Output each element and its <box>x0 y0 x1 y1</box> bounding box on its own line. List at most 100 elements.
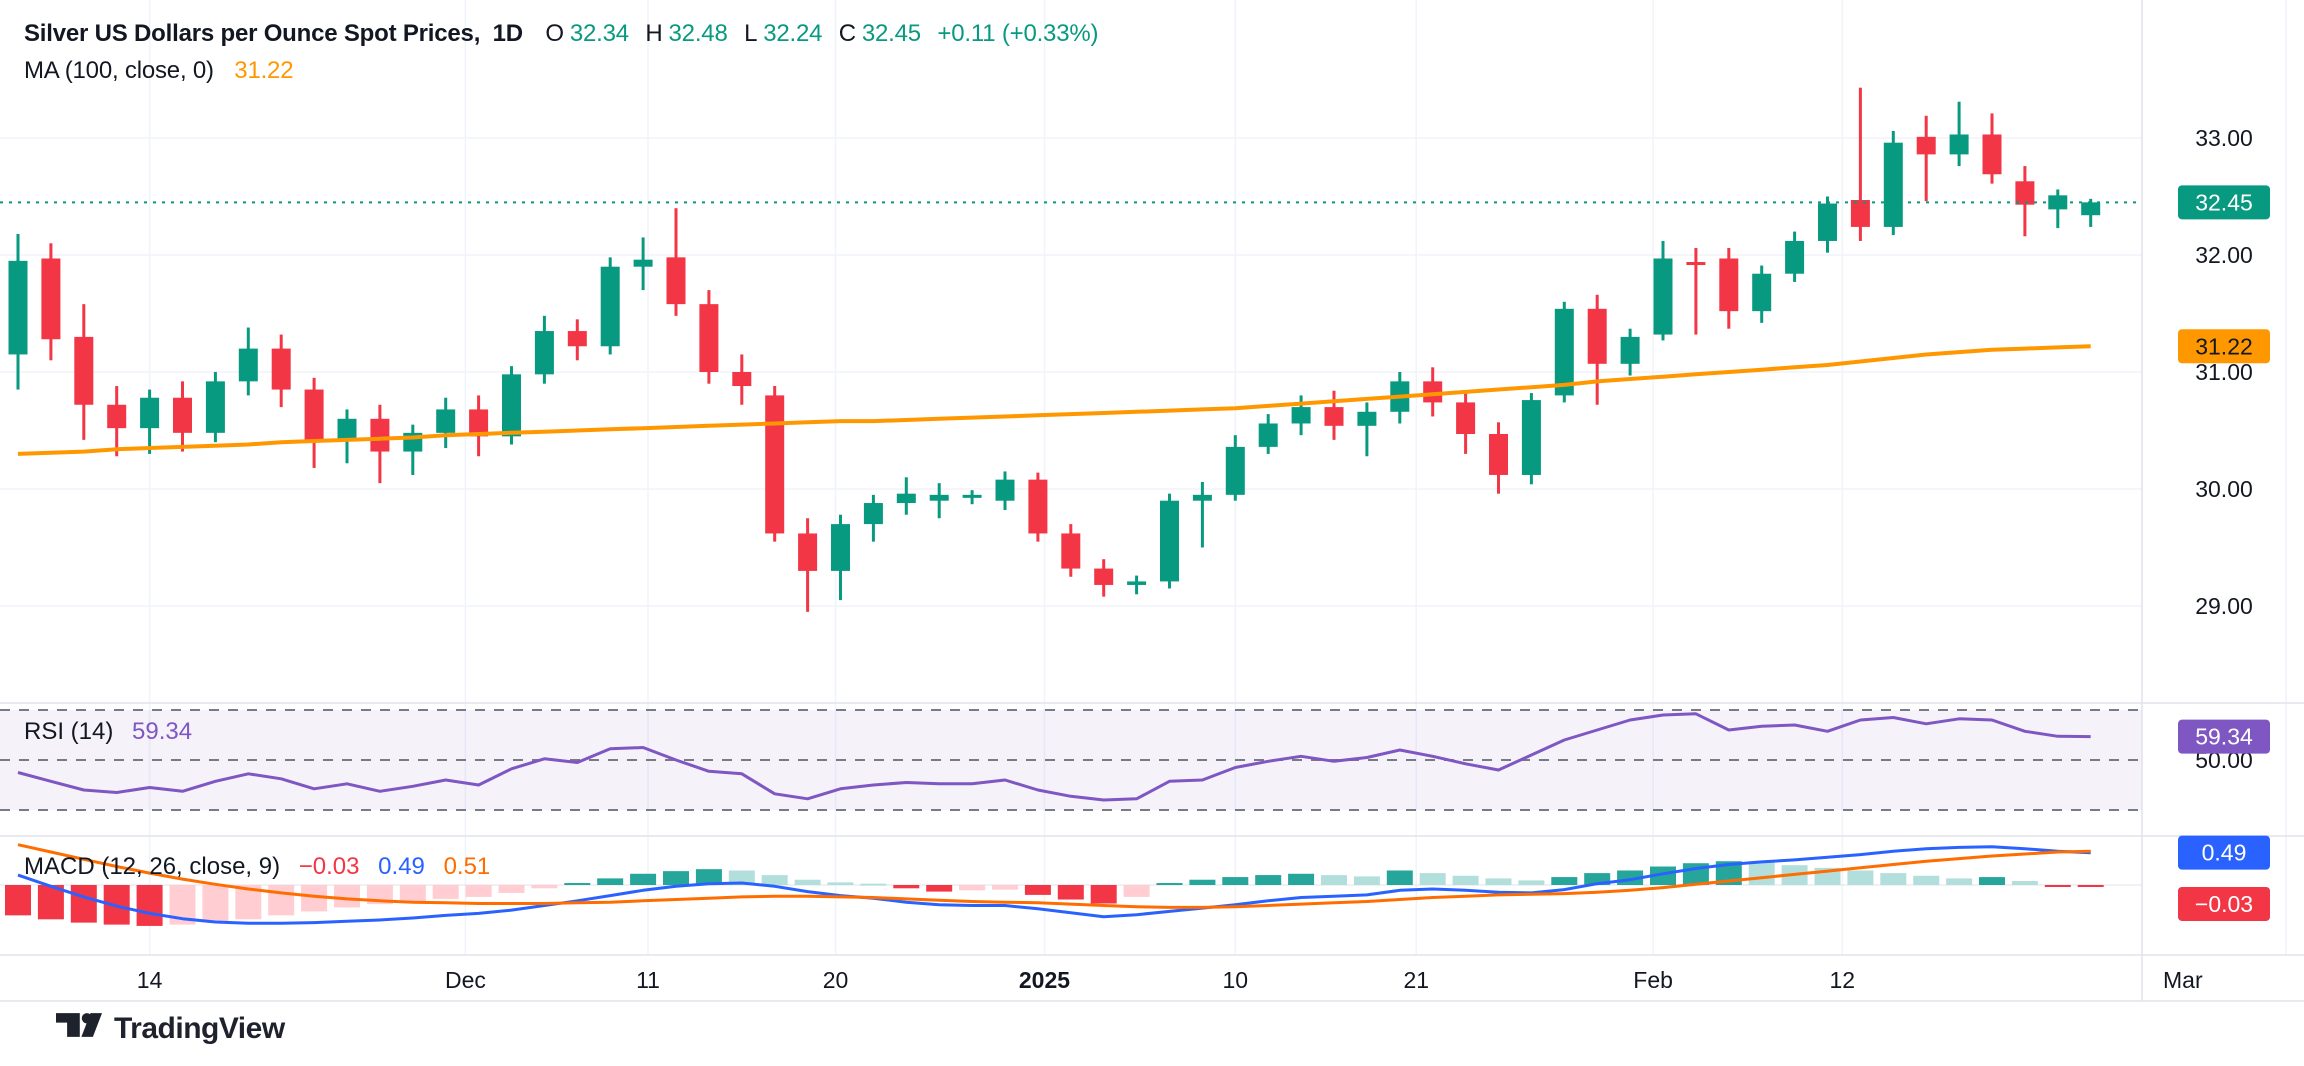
candle-body <box>1094 568 1114 585</box>
macd-histogram-bar <box>268 885 295 916</box>
candle-wick <box>1694 247 1698 335</box>
candle-body <box>173 397 192 433</box>
candle-body <box>1521 400 1541 475</box>
candle-body <box>1752 273 1772 312</box>
candle-body <box>1028 479 1048 534</box>
rsi-label: RSI (14) <box>24 718 114 745</box>
tradingview-logo[interactable]: TradingView <box>56 1012 285 1046</box>
rsi-line <box>17 712 2091 802</box>
macd-line-value: 0.49 <box>378 853 425 880</box>
macd-histogram-bar <box>728 870 755 885</box>
macd-histogram-bar <box>893 885 920 889</box>
macd-histogram-bar <box>1057 885 1084 900</box>
candlestick-series[interactable] <box>8 87 2101 612</box>
macd-histogram-bar <box>1123 885 1150 897</box>
macd-histogram-bar <box>1288 873 1315 885</box>
candle-body <box>929 494 949 501</box>
candle-body <box>1719 258 1739 312</box>
candle-body <box>1357 411 1377 426</box>
price-axis-label: 30.00 <box>2195 476 2253 502</box>
candle-body <box>1850 200 1870 227</box>
ohlc-open: O 32.34 <box>545 20 629 47</box>
macd-histogram-bar <box>334 885 360 908</box>
macd-histogram-bar <box>695 869 722 885</box>
candle-body <box>1916 136 1936 155</box>
candle-body <box>2081 202 2101 216</box>
macd-histogram-bar <box>2044 885 2071 887</box>
tradingview-logo-text: TradingView <box>114 1012 285 1045</box>
candle-body <box>1127 581 1147 585</box>
time-axis-label: 11 <box>636 967 660 993</box>
candle-body <box>8 260 28 355</box>
time-axis-label: Mar <box>2163 967 2203 993</box>
candle-body <box>1686 262 1706 266</box>
macd-histogram-bar <box>630 873 657 885</box>
candle-body <box>107 404 127 429</box>
ma-label: MA (100, close, 0) <box>24 57 214 84</box>
macd-histogram-bar <box>1880 873 1907 885</box>
svg-text:0.49: 0.49 <box>2202 840 2247 866</box>
macd-histogram-bar <box>761 875 788 885</box>
candle-body <box>1620 336 1640 364</box>
macd-histogram-bar <box>1551 877 1578 885</box>
candle-body <box>1061 533 1081 569</box>
tradingview-logo-icon <box>56 1013 102 1037</box>
rsi-legend-row[interactable]: RSI (14) 59.34 <box>24 718 204 746</box>
macd-histogram-bar <box>202 885 229 923</box>
macd-line <box>17 845 2091 925</box>
price-axis-label: 29.00 <box>2195 593 2253 619</box>
macd-histogram-bar <box>860 883 887 886</box>
candle-body <box>600 266 620 347</box>
candle-body <box>140 397 160 429</box>
candle-body <box>699 304 719 372</box>
macd-histogram-bar <box>1255 875 1282 885</box>
time-axis-label: 12 <box>1830 967 1856 993</box>
macd-histogram-bar <box>926 885 953 892</box>
candle-body <box>1982 134 2002 175</box>
candle-body <box>469 409 489 437</box>
svg-text:59.34: 59.34 <box>2195 724 2253 750</box>
candle-body <box>1225 446 1245 495</box>
macd-histogram-bar <box>37 885 64 920</box>
ma-legend-row[interactable]: MA (100, close, 0) 31.22 <box>24 57 299 85</box>
candle-body <box>304 389 324 440</box>
macd-histogram-bar <box>827 882 854 885</box>
macd-histogram-bar <box>1090 885 1117 904</box>
candle-body <box>798 533 818 571</box>
candle-body <box>1291 407 1311 424</box>
candle-body <box>1653 258 1673 335</box>
pane-separators <box>0 0 2304 1002</box>
macd-label: MACD (12, 26, close, 9) <box>24 853 281 880</box>
chart-canvas[interactable]: 33.0032.0031.0030.0029.0050.0031.2232.45… <box>0 0 2304 1002</box>
time-axis-label: Feb <box>1633 967 1673 993</box>
candle-body <box>205 381 225 433</box>
candle-body <box>337 418 357 440</box>
candle-body <box>995 479 1015 501</box>
candle-body <box>896 493 916 504</box>
candle-body <box>1423 381 1443 403</box>
time-axis-label: 21 <box>1403 967 1429 993</box>
time-scale[interactable]: 14 Dec 11 20 2025 10 21 Feb 12 Mar <box>137 967 2203 993</box>
macd-histogram-bar <box>1913 875 1940 885</box>
ohlc-high: H 32.48 <box>645 20 728 47</box>
candle-body <box>1818 203 1837 241</box>
macd-histogram-bar <box>1353 876 1380 885</box>
symbol-header[interactable]: Silver US Dollars per Ounce Spot Prices,… <box>24 20 1104 48</box>
macd-legend-row[interactable]: MACD (12, 26, close, 9) −0.03 0.49 0.51 <box>24 853 502 881</box>
macd-hist-badge <box>2178 886 2270 921</box>
macd-signal-line <box>17 843 2091 909</box>
candle-wick <box>1957 101 1961 167</box>
price-axis-label: 33.00 <box>2195 125 2253 151</box>
timeframe-label: 1D <box>492 20 523 47</box>
macd-histogram-bar <box>1485 878 1512 885</box>
candle-body <box>2048 195 2068 210</box>
candle-wick <box>1200 481 1204 548</box>
macd-histogram-bar <box>564 883 591 886</box>
price-scale[interactable]: 33.0032.0031.0030.0029.0050.0031.2232.45… <box>2178 125 2270 921</box>
macd-histogram-bar <box>1419 873 1446 885</box>
rsi-value-badge <box>2178 719 2270 754</box>
candle-body <box>1587 308 1607 364</box>
price-axis-label: 32.00 <box>2195 242 2253 268</box>
time-axis-label: 20 <box>823 967 849 993</box>
time-axis-label: 10 <box>1223 967 1249 993</box>
